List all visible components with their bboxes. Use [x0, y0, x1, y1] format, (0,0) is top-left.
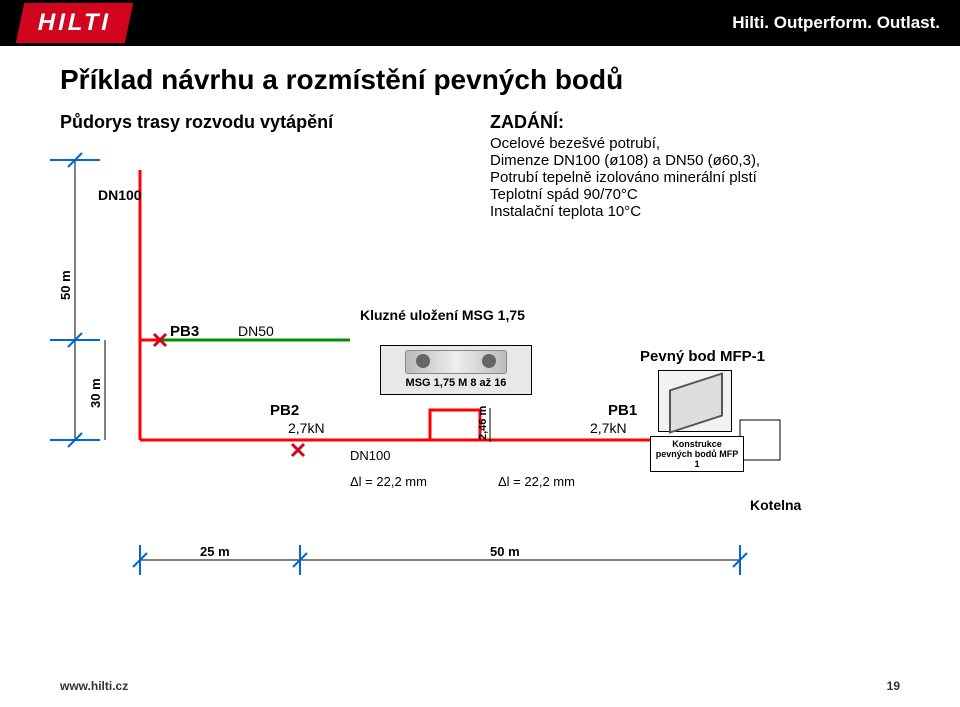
hilti-logo: HILTI: [16, 3, 134, 43]
label-dn100-bottom: DN100: [350, 448, 390, 463]
label-force2: 2,7kN: [288, 420, 325, 436]
fp-x-icon: [292, 444, 304, 456]
dim-30m: 30 m: [88, 378, 103, 408]
dim-50m-left: 50 m: [58, 270, 73, 300]
assignment-heading: ZADÁNÍ:: [490, 112, 860, 133]
subtitle: Půdorys trasy rozvodu vytápění: [60, 112, 333, 133]
msg-box: MSG 1,75 M 8 až 16: [380, 345, 532, 395]
kotelna-box: [740, 420, 780, 460]
label-pb3: PB3: [170, 323, 199, 340]
msg-image: [405, 350, 507, 374]
footer: www.hilti.cz 19: [60, 679, 900, 693]
tagline: Hilti. Outperform. Outlast.: [732, 13, 940, 33]
footer-page-num: 19: [887, 679, 900, 693]
mfp-bracket: [669, 372, 723, 434]
label-pb1: PB1: [608, 402, 637, 419]
page-title: Příklad návrhu a rozmístění pevných bodů: [60, 64, 623, 96]
label-pb2: PB2: [270, 402, 299, 419]
label-dn50: DN50: [238, 323, 274, 339]
label-dl1: Δl = 22,2 mm: [350, 474, 427, 489]
label-force1: 2,7kN: [590, 420, 627, 436]
dim-246m: 2,46 m: [477, 406, 489, 440]
top-bar: HILTI Hilti. Outperform. Outlast.: [0, 0, 960, 46]
msg-caption: MSG 1,75 M 8 až 16: [381, 377, 531, 389]
label-dn100-left: DN100: [98, 187, 142, 203]
dim-25m: 25 m: [200, 544, 230, 559]
expansion-loop: [430, 410, 480, 440]
label-dl2: Δl = 22,2 mm: [498, 474, 575, 489]
mfp-caption-box: Konstrukce pevných bodů MFP 1: [650, 436, 744, 472]
label-kotelna: Kotelna: [750, 497, 802, 513]
mfp-label: Pevný bod MFP-1: [640, 348, 765, 365]
mfp-image: [658, 370, 732, 432]
label-kluzne: Kluzné uložení MSG 1,75: [360, 307, 525, 323]
dim-50m-bottom: 50 m: [490, 544, 520, 559]
footer-site: www.hilti.cz: [60, 679, 128, 693]
